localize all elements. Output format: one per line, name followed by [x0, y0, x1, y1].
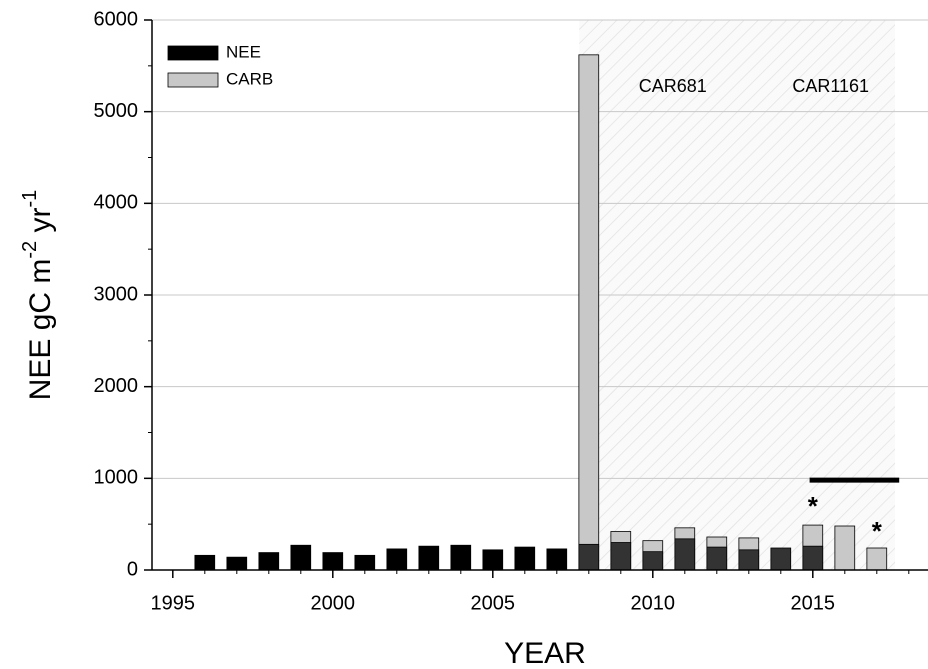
legend-swatch: [167, 45, 219, 61]
x-axis-label: YEAR: [504, 637, 586, 669]
bar: [610, 542, 632, 571]
x-tick-label: 2015: [791, 592, 836, 614]
bar: [386, 548, 408, 571]
bar: [834, 525, 856, 571]
legend-label: CARB: [226, 69, 273, 88]
region-label: CAR1161: [792, 76, 869, 96]
bar: [226, 556, 248, 571]
bar: [642, 551, 664, 571]
bar: [866, 547, 888, 571]
bar: [258, 552, 280, 571]
bar: [482, 549, 504, 571]
annotation: *: [872, 516, 883, 546]
y-label-part: -2: [19, 241, 41, 259]
y-label-part: NEE gC m: [24, 259, 57, 401]
legend-label: NEE: [226, 42, 261, 61]
bar: [194, 554, 216, 571]
bar: [514, 546, 536, 571]
region-label: CAR681: [639, 76, 707, 96]
bar: [546, 548, 568, 571]
x-tick-label: 2005: [471, 592, 516, 614]
y-tick-label: 0: [127, 558, 138, 580]
bar: [770, 547, 792, 571]
bar: [738, 549, 760, 571]
bar: [322, 552, 344, 571]
y-tick-label: 2000: [94, 375, 139, 397]
bar: [674, 538, 696, 571]
y-axis-label: NEE gC m-2 yr-1: [19, 190, 57, 401]
bar: [450, 544, 472, 571]
y-tick-label: 6000: [94, 8, 139, 30]
bar: [706, 546, 728, 571]
x-tick-label: 2010: [631, 592, 676, 614]
y-tick-label: 1000: [94, 467, 139, 489]
y-label-part: -1: [19, 190, 41, 208]
annotation: *: [808, 491, 819, 521]
y-tick-label: 3000: [94, 283, 139, 305]
y-tick-label: 5000: [94, 100, 139, 122]
bar: [418, 545, 440, 571]
bar: [802, 545, 824, 571]
bar: [578, 543, 600, 571]
x-tick-label: 1995: [151, 592, 196, 614]
y-tick-label: 4000: [94, 192, 139, 214]
legend-swatch: [167, 72, 219, 88]
bar: [354, 554, 376, 571]
x-tick-label: 2000: [311, 592, 356, 614]
bar: [290, 544, 312, 571]
y-label-part: yr: [24, 207, 57, 240]
bar: [578, 54, 600, 571]
